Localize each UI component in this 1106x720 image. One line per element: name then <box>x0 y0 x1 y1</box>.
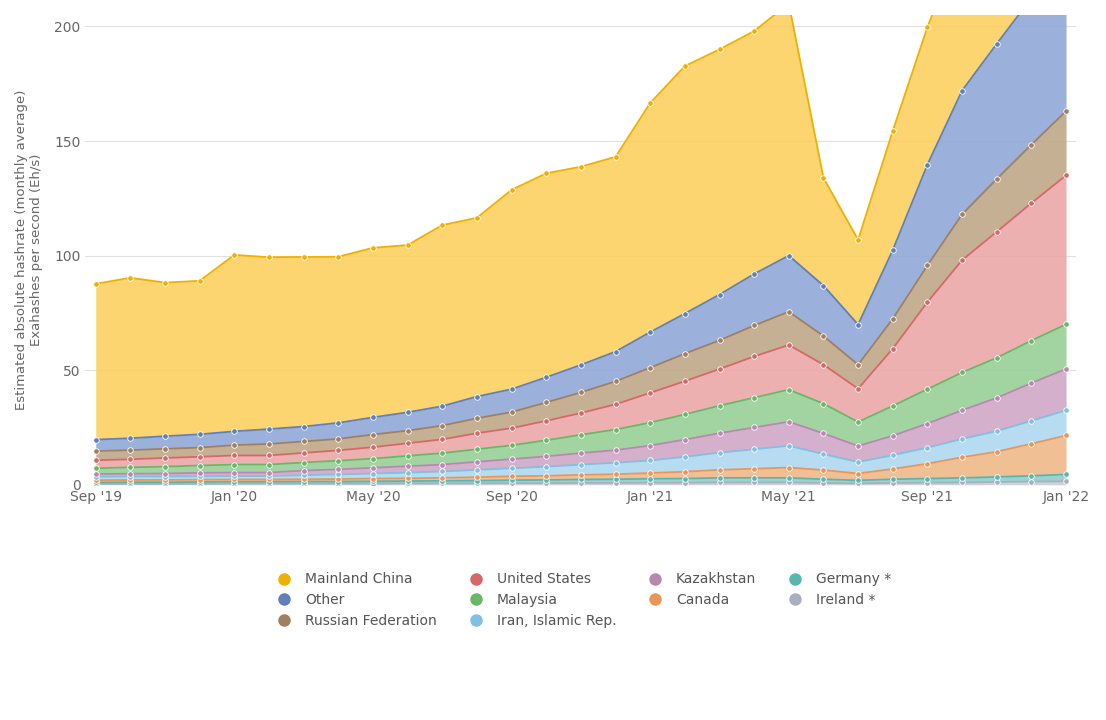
Legend: Mainland China, Other, Russian Federation, United States, Malaysia, Iran, Islami: Mainland China, Other, Russian Federatio… <box>265 567 897 634</box>
Y-axis label: Estimated absolute hashrate (monthly average)
Exahashes per second (Eh/s): Estimated absolute hashrate (monthly ave… <box>15 90 43 410</box>
